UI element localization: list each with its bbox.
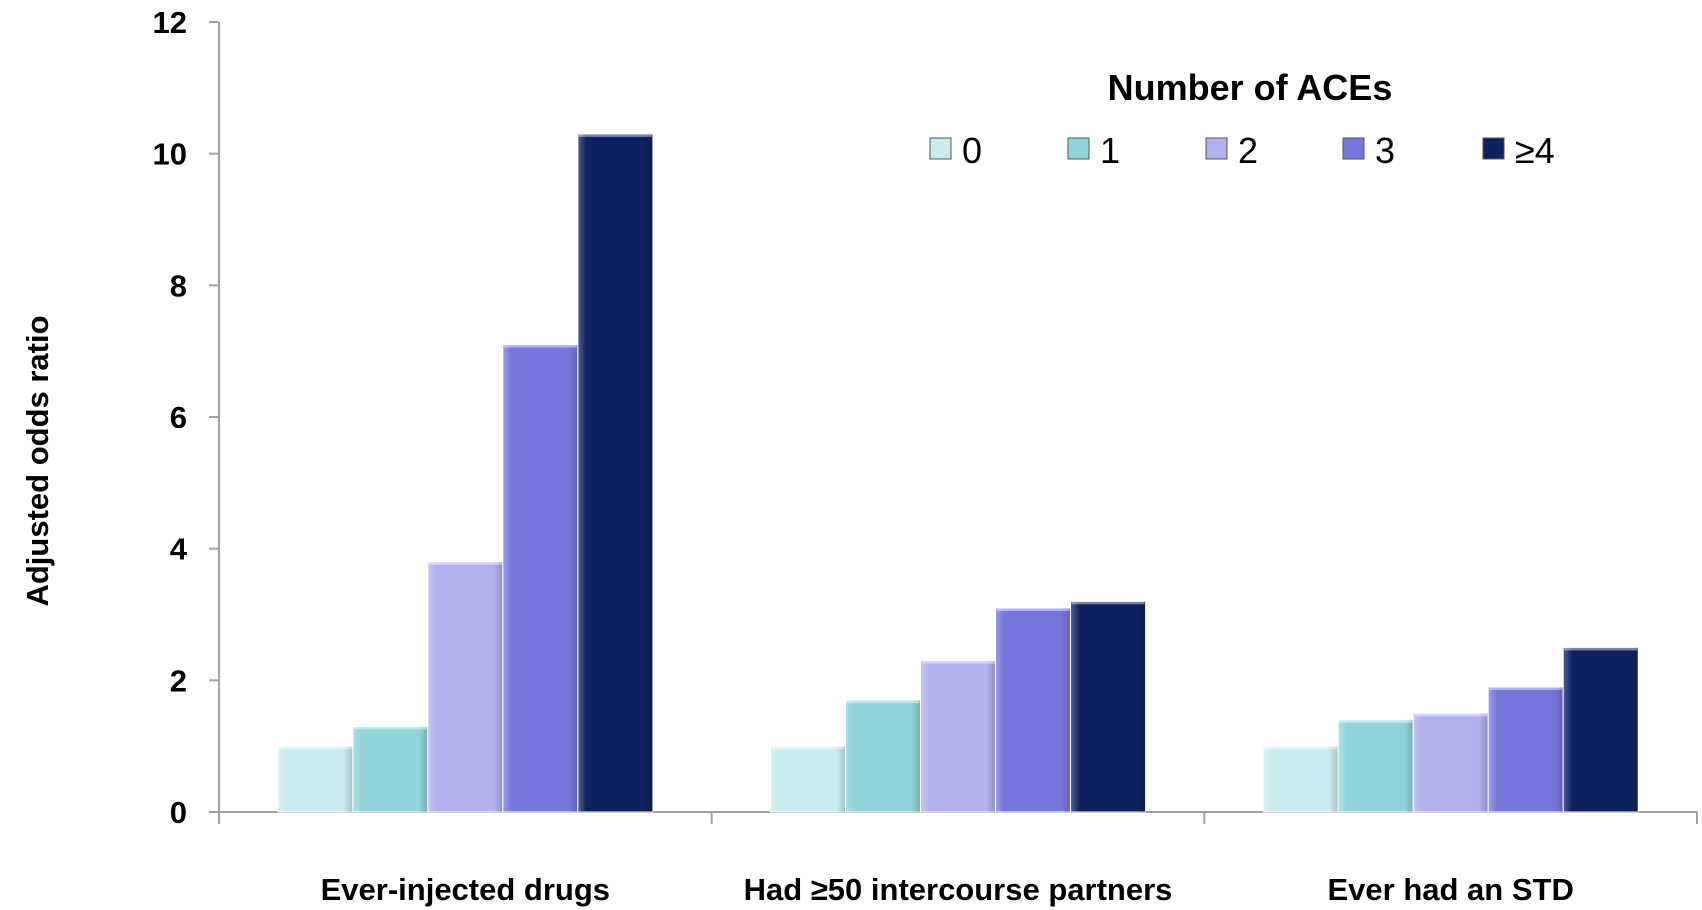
legend-label: 2: [1238, 130, 1258, 171]
bar-shade: [427, 561, 503, 812]
legend-swatch: [1482, 137, 1505, 160]
legend-label: 3: [1375, 130, 1395, 171]
x-category-label: Had ≥50 intercourse partners: [744, 872, 1173, 907]
bar-shade: [1563, 647, 1639, 812]
bar-shade: [1413, 713, 1489, 812]
bar-top-highlight: [1071, 601, 1145, 605]
bar-2-3: [1487, 686, 1564, 813]
legend-item: 0: [929, 130, 982, 171]
bar-shade: [920, 660, 996, 812]
legend-item: 2: [1205, 130, 1258, 171]
legend-label: 0: [962, 130, 982, 171]
x-axis: [218, 811, 1698, 824]
bar-top-highlight: [1339, 719, 1413, 723]
y-tick-label: 4: [170, 532, 188, 567]
y-tick-label: 6: [170, 400, 187, 435]
bar-shade: [1338, 719, 1414, 812]
bar-top-highlight: [996, 607, 1070, 611]
bar-top-highlight: [771, 746, 845, 750]
bar-top-highlight: [1414, 713, 1488, 717]
bar-2-1: [1337, 719, 1414, 813]
bar-top-highlight: [503, 344, 577, 348]
y-tick-label: 10: [153, 137, 187, 172]
bar-shade: [770, 746, 846, 812]
legend-label: 1: [1100, 130, 1120, 171]
bar-1-4: [1070, 600, 1146, 813]
bar-top-highlight: [278, 746, 352, 750]
bar-shade: [502, 344, 578, 812]
bar-1-0: [770, 745, 846, 813]
category-labels: Ever-injected drugs Had ≥50 intercourse p…: [321, 872, 1574, 907]
bar-shade: [352, 726, 428, 812]
bar-1-3: [995, 607, 1071, 813]
legend-title: Number of ACEs: [1108, 67, 1393, 108]
bar-top-highlight: [428, 561, 502, 565]
legend-swatch: [929, 137, 952, 160]
bar-top-highlight: [353, 726, 427, 730]
legend-label: ≥4: [1515, 130, 1555, 171]
bar-shade: [1488, 686, 1564, 812]
bar-0-1: [352, 725, 429, 813]
bar-2-4: [1562, 646, 1639, 813]
y-tick-label: 0: [170, 795, 187, 830]
bar-shade: [845, 700, 921, 812]
legend-swatch: [1205, 137, 1228, 160]
bar-top-highlight: [846, 700, 920, 704]
bar-shade: [1263, 746, 1339, 812]
y-tick-label: 2: [170, 663, 187, 698]
legend-swatch: [1067, 137, 1090, 160]
x-category-label: Ever had an STD: [1327, 872, 1573, 907]
legend-item: 1: [1067, 130, 1120, 171]
y-axis: 0 2 4 6 8 10 12: [153, 5, 220, 830]
legend: Number of ACEs 0 1 2 3 ≥4: [929, 67, 1555, 171]
y-tick-label: 8: [170, 268, 187, 303]
bar-0-0: [277, 745, 354, 813]
bar-shade: [995, 607, 1071, 812]
bar-1-2: [920, 660, 996, 813]
bar-1-1: [845, 699, 921, 813]
y-tick-label: 12: [153, 5, 187, 40]
bar-top-highlight: [1564, 647, 1638, 651]
legend-swatch: [1342, 137, 1365, 160]
bar-shade: [577, 133, 653, 812]
bar-0-3: [502, 344, 579, 813]
bar-2-2: [1412, 712, 1489, 813]
bar-top-highlight: [921, 660, 995, 664]
bar-0-4: [577, 133, 654, 813]
y-axis-title: Adjusted odds ratio: [20, 315, 55, 606]
bar-0-2: [427, 561, 504, 813]
bars-group: [277, 133, 1639, 813]
bar-top-highlight: [1489, 686, 1563, 690]
bar-shade: [1070, 601, 1146, 812]
legend-item: 3: [1342, 130, 1395, 171]
bar-2-0: [1262, 745, 1339, 813]
legend-item: ≥4: [1482, 130, 1555, 171]
bar-top-highlight: [578, 133, 652, 137]
x-category-label: Ever-injected drugs: [321, 872, 610, 907]
bar-shade: [277, 746, 353, 812]
bar-top-highlight: [1264, 746, 1338, 750]
